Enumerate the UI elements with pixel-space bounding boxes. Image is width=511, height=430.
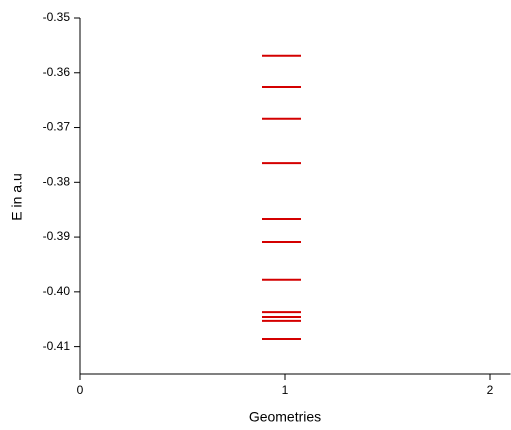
y-axis-title: E in a.u (9, 173, 25, 220)
y-tick-label: -0.41 (43, 339, 71, 353)
x-tick-label: 2 (487, 383, 494, 397)
y-tick-label: -0.36 (43, 65, 71, 79)
x-axis-title: Geometries (249, 409, 321, 425)
y-tick-label: -0.37 (43, 120, 71, 134)
x-tick-label: 1 (282, 383, 289, 397)
x-tick-label: 0 (77, 383, 84, 397)
y-tick-label: -0.40 (43, 284, 71, 298)
y-tick-label: -0.39 (43, 229, 71, 243)
y-tick-label: -0.38 (43, 174, 71, 188)
y-tick-label: -0.35 (43, 10, 71, 24)
